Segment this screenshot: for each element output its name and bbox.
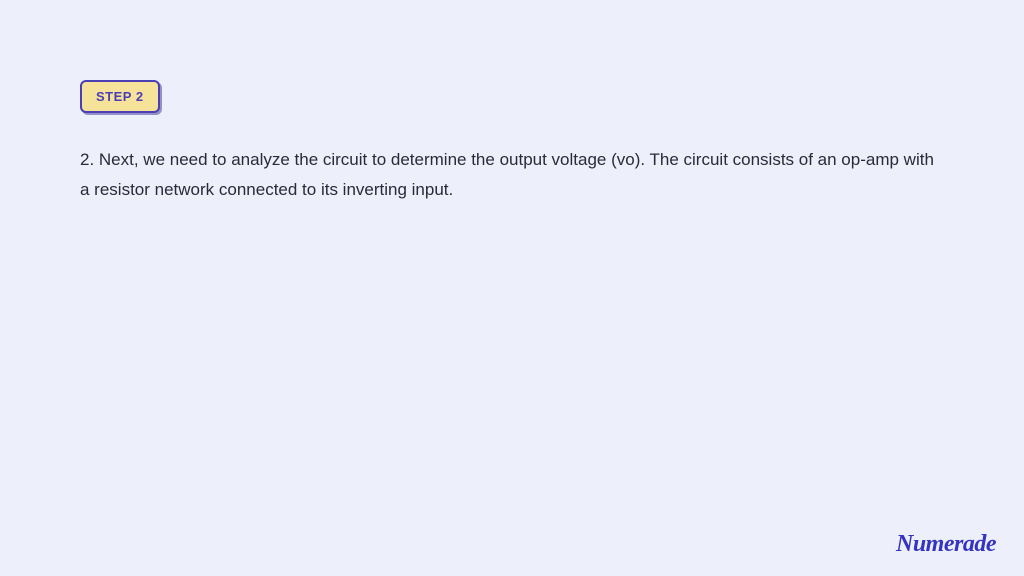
page-root: STEP 2 2. Next, we need to analyze the c… xyxy=(0,0,1024,576)
numerade-logo: Numerade xyxy=(896,531,996,558)
step-badge: STEP 2 xyxy=(80,80,160,113)
content-area: STEP 2 2. Next, we need to analyze the c… xyxy=(80,80,944,205)
step-body-text: 2. Next, we need to analyze the circuit … xyxy=(80,145,944,205)
